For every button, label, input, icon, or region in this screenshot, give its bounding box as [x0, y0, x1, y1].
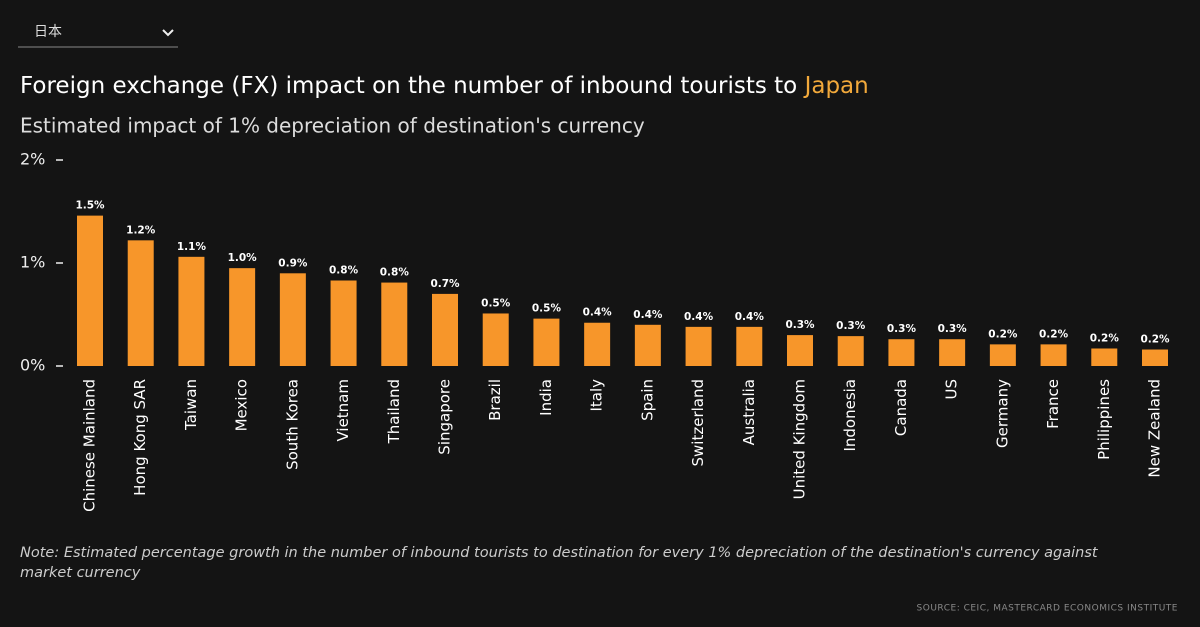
note-line: market currency [20, 565, 141, 581]
bar [482, 313, 509, 366]
bar [77, 215, 103, 366]
title-text: Foreign exchange (FX) impact on the numb… [20, 73, 797, 99]
y-tick-label: 0% [20, 356, 45, 375]
chevron[interactable] [162, 29, 174, 37]
x-tick-label: Philippines [1095, 379, 1113, 460]
bar [685, 326, 712, 366]
value-label: 0.2% [1039, 328, 1069, 340]
value-label: 0.2% [1140, 334, 1170, 346]
value-label: 0.5% [481, 297, 511, 309]
value-label: 0.9% [278, 257, 308, 269]
bar [533, 318, 560, 366]
bar [330, 280, 357, 366]
bar [939, 339, 966, 366]
bar [787, 335, 813, 366]
value-label: 0.7% [430, 278, 460, 290]
x-tick-label: Thailand [385, 379, 403, 444]
value-label: 0.8% [380, 267, 410, 279]
value-label: 1.5% [75, 200, 105, 212]
value-label: 0.4% [735, 311, 765, 323]
x-tick-label: Italy [588, 379, 606, 412]
x-tick-label: Vietnam [334, 379, 352, 442]
value-label: 1.0% [228, 252, 258, 264]
value-label: 0.3% [887, 323, 917, 335]
bar [837, 336, 864, 366]
x-tick-label: India [537, 379, 555, 416]
value-label: 1.1% [177, 241, 207, 253]
value-label: 0.2% [988, 328, 1018, 340]
x-tick-label: France [1044, 379, 1062, 429]
x-tick-label: Switzerland [689, 379, 707, 467]
y-tick-label: 1% [20, 253, 45, 272]
value-label: 0.3% [938, 323, 968, 335]
bar [584, 322, 611, 366]
dropdown-value[interactable]: 日本 [34, 24, 62, 40]
value-label: 0.5% [532, 303, 562, 315]
x-tick-label: Spain [638, 379, 656, 421]
x-tick-label: South Korea [283, 379, 301, 470]
chart-subtitle: Estimated impact of 1% depreciation of d… [20, 114, 645, 138]
bar [1091, 348, 1118, 366]
bar [888, 339, 915, 366]
dropdown[interactable]: 日本 [18, 24, 178, 48]
x-tick-label: New Zealand [1146, 379, 1164, 478]
value-label: 0.2% [1090, 332, 1120, 344]
value-label: 0.3% [785, 319, 815, 331]
value-label: 1.2% [126, 224, 156, 236]
bar [127, 240, 154, 366]
x-tick-label: United Kingdom [791, 379, 809, 499]
x-tick-label: Hong Kong SAR [131, 379, 149, 496]
title-highlight: Japan [803, 73, 869, 99]
x-tick-label: Chinese Mainland [81, 379, 99, 512]
value-label: 0.4% [583, 307, 613, 319]
bar [381, 282, 408, 366]
chart-title: Foreign exchange (FX) impact on the numb… [20, 73, 869, 99]
bar [1040, 344, 1067, 366]
x-tick-label: Singapore [436, 379, 454, 455]
value-label: 0.4% [633, 309, 663, 321]
bar [178, 256, 205, 366]
bar [1142, 349, 1168, 366]
bar [736, 326, 763, 366]
x-tick-label: US [943, 379, 961, 400]
x-tick-label: Mexico [233, 379, 251, 431]
x-tick-label: Indonesia [841, 379, 859, 452]
bar [989, 344, 1016, 366]
x-tick-label: Germany [993, 379, 1011, 448]
x-tick-label: Brazil [486, 379, 504, 421]
note-line: Note: Estimated percentage growth in the… [20, 545, 1099, 561]
bar [432, 293, 458, 366]
source: SOURCE: CEIC, MASTERCARD ECONOMICS INSTI… [917, 604, 1178, 614]
value-label: 0.3% [836, 320, 866, 332]
bar [279, 273, 306, 366]
x-tick-label: Canada [892, 379, 910, 436]
y-tick-label: 2% [20, 150, 45, 169]
value-label: 0.8% [329, 265, 359, 277]
value-label: 0.4% [684, 311, 714, 323]
bar [229, 268, 256, 366]
bar [634, 324, 661, 366]
x-tick-label: Taiwan [182, 379, 200, 431]
x-tick-label: Australia [740, 379, 758, 445]
